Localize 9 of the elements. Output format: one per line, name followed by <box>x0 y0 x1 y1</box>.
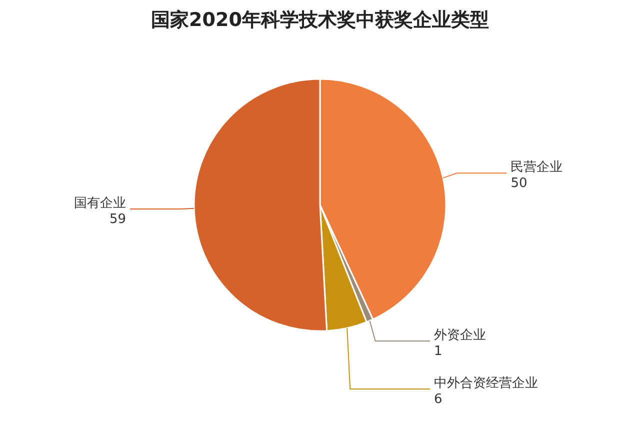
data-label: 6 <box>434 392 442 407</box>
data-label: 1 <box>434 344 442 359</box>
slice-label: 外资企业 <box>434 328 486 343</box>
slice-label: 民营企业 <box>510 160 563 176</box>
slice-label: 中外合资经营企业 <box>434 376 538 391</box>
chart-title: 国家2020年科学技术奖中获奖企业类型 <box>151 9 489 31</box>
data-label: 59 <box>110 212 126 228</box>
slice-label: 国有企业 <box>74 196 126 212</box>
data-label: 50 <box>510 176 528 192</box>
